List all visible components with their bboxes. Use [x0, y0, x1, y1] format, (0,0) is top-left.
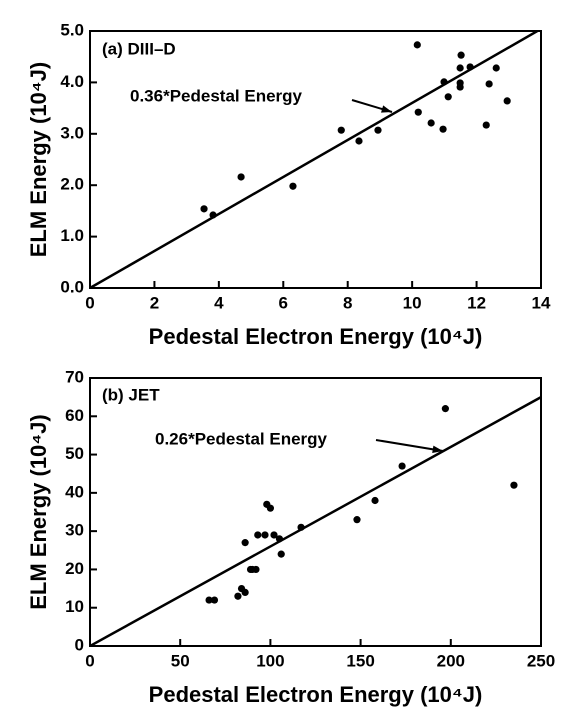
x-tick-label: 14	[532, 293, 551, 312]
fit-line	[90, 396, 541, 646]
data-point	[275, 535, 284, 543]
data-point	[337, 126, 345, 134]
annotation-arrow	[375, 439, 444, 452]
annotation: 0.26*Pedestal Energy	[155, 429, 328, 448]
data-point	[444, 93, 452, 101]
data-point	[241, 539, 249, 547]
data-point	[241, 588, 249, 597]
x-axis-title: Pedestal Electron Energy (10⁴J)	[149, 682, 483, 707]
fit-line	[90, 31, 540, 288]
x-tick-label: 200	[437, 651, 465, 670]
data-point	[297, 523, 305, 531]
x-tick-label: 6	[279, 293, 288, 312]
x-tick-label: 50	[171, 651, 190, 670]
data-point	[277, 550, 285, 558]
data-point	[210, 596, 219, 604]
x-tick-label: 0	[85, 293, 94, 312]
x-tick-label: 100	[256, 651, 284, 670]
y-tick-label: 2.0	[60, 175, 84, 194]
plot-frame	[89, 377, 542, 647]
x-tick-label: 150	[346, 651, 374, 670]
x-tick-label: 12	[467, 293, 486, 312]
data-point	[466, 63, 474, 71]
data-point	[355, 137, 363, 145]
data-point	[503, 97, 511, 105]
x-tick-label: 0	[85, 651, 94, 670]
panel-label: (b) JET	[102, 385, 160, 404]
x-tick-label: 2	[150, 293, 159, 312]
data-point	[270, 531, 278, 539]
plot-frame	[89, 30, 542, 289]
y-tick-label: 4.0	[60, 72, 84, 91]
data-point	[237, 173, 245, 181]
data-point	[252, 565, 260, 574]
y-tick-label: 40	[65, 482, 84, 501]
y-tick-label: 30	[65, 521, 84, 540]
y-tick-label: 3.0	[60, 123, 84, 142]
data-point	[414, 108, 422, 116]
data-point	[456, 83, 464, 91]
data-point	[254, 531, 262, 539]
x-tick-label: 8	[343, 293, 352, 312]
data-point	[266, 504, 274, 512]
x-tick-label: 10	[403, 293, 422, 312]
data-point	[371, 496, 379, 505]
x-tick-label: 4	[214, 293, 224, 312]
arrow-head	[432, 445, 443, 454]
data-point	[482, 121, 490, 129]
data-point	[441, 405, 449, 413]
data-point	[413, 41, 421, 49]
y-tick-label: 5.0	[60, 20, 84, 39]
data-point	[440, 78, 448, 86]
data-point	[289, 182, 297, 190]
y-tick-label: 1.0	[60, 226, 84, 245]
panel-label: (a) DIII–D	[102, 39, 176, 58]
y-tick-label: 20	[65, 559, 84, 578]
data-point	[492, 64, 500, 72]
x-tick-label: 250	[527, 651, 555, 670]
data-point	[234, 592, 242, 600]
data-point	[261, 531, 269, 539]
data-point	[427, 119, 435, 127]
data-point	[439, 125, 447, 133]
data-point	[200, 205, 208, 213]
y-tick-label: 60	[65, 406, 84, 425]
data-point	[456, 64, 464, 72]
data-point	[209, 211, 217, 219]
y-tick-label: 70	[65, 367, 84, 386]
y-axis-title: ELM Energy (10⁴J)	[26, 414, 51, 610]
data-point	[398, 462, 406, 470]
y-tick-label: 50	[65, 444, 84, 463]
annotation: 0.36*Pedestal Energy	[130, 86, 303, 105]
data-point	[485, 80, 493, 88]
data-point	[374, 126, 382, 134]
data-point	[510, 481, 518, 489]
x-axis-title: Pedestal Electron Energy (10⁴J)	[149, 324, 483, 349]
y-axis-title: ELM Energy (10⁴J)	[26, 62, 51, 258]
data-point	[353, 516, 361, 524]
arrow-head	[381, 105, 392, 113]
y-tick-label: 0	[75, 635, 84, 654]
data-point	[205, 596, 213, 604]
y-tick-label: 0.0	[60, 277, 84, 296]
data-point	[457, 51, 465, 59]
y-tick-label: 10	[65, 597, 84, 616]
